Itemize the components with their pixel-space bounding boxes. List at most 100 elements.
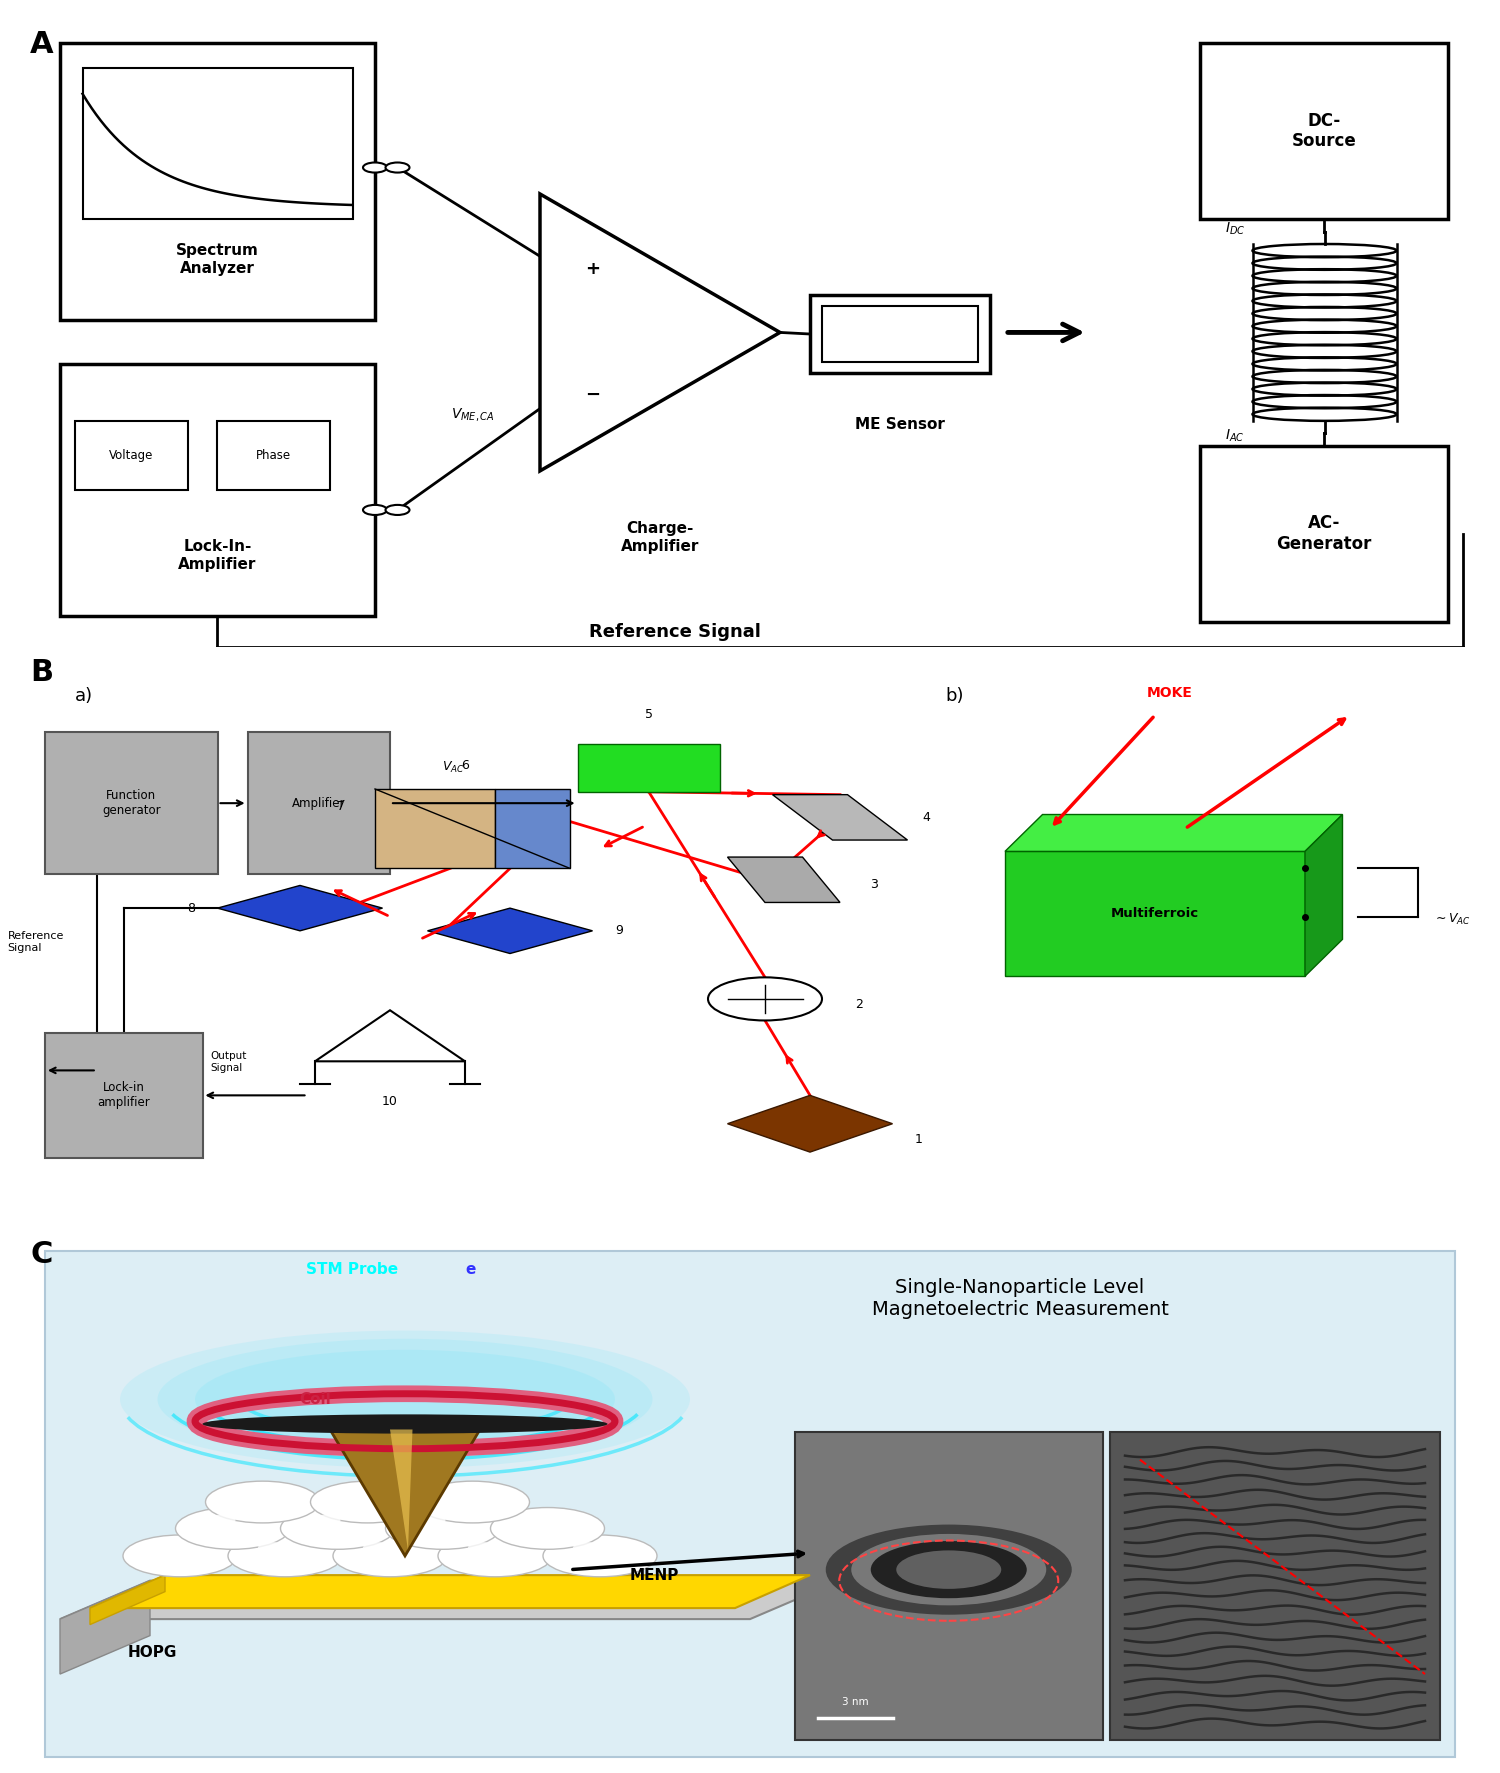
Polygon shape [540, 193, 780, 472]
FancyBboxPatch shape [810, 294, 990, 374]
Text: 10: 10 [382, 1096, 398, 1108]
Text: 3: 3 [870, 878, 877, 892]
Polygon shape [1005, 814, 1342, 851]
Text: Function
generator: Function generator [102, 789, 160, 817]
Circle shape [386, 163, 410, 172]
Circle shape [416, 1480, 530, 1523]
FancyBboxPatch shape [795, 1433, 1102, 1739]
Text: Phase: Phase [256, 449, 291, 461]
Text: 6: 6 [460, 759, 470, 771]
FancyBboxPatch shape [1200, 43, 1448, 220]
Text: b): b) [945, 686, 963, 706]
Text: 7: 7 [338, 800, 345, 812]
Polygon shape [330, 1429, 480, 1557]
Ellipse shape [202, 1415, 608, 1434]
Text: $V_{ME,CA}$: $V_{ME,CA}$ [452, 406, 495, 422]
Text: Coil: Coil [298, 1392, 332, 1406]
Text: Lock-In-
Amplifier: Lock-In- Amplifier [178, 539, 256, 571]
FancyBboxPatch shape [60, 43, 375, 319]
Polygon shape [90, 1574, 810, 1608]
Polygon shape [390, 1429, 412, 1550]
Text: Output
Signal: Output Signal [210, 1051, 246, 1073]
Polygon shape [772, 794, 908, 840]
Polygon shape [375, 789, 495, 869]
Circle shape [123, 1535, 237, 1576]
Circle shape [490, 1507, 604, 1550]
Text: $\sim V_{AC}$: $\sim V_{AC}$ [1432, 911, 1470, 927]
Polygon shape [60, 1582, 840, 1619]
FancyBboxPatch shape [45, 732, 218, 874]
Circle shape [708, 977, 822, 1021]
Text: a): a) [75, 686, 93, 706]
Polygon shape [217, 885, 382, 931]
Circle shape [386, 505, 410, 514]
Text: A: A [30, 30, 54, 59]
Polygon shape [728, 856, 840, 902]
Text: B: B [30, 658, 52, 688]
Circle shape [897, 1550, 1002, 1589]
Ellipse shape [120, 1330, 690, 1468]
Text: 4: 4 [922, 810, 930, 824]
Circle shape [870, 1541, 1026, 1597]
Text: ME Sensor: ME Sensor [855, 417, 945, 433]
Text: 3 nm: 3 nm [842, 1697, 868, 1707]
Text: 5: 5 [645, 707, 652, 722]
Polygon shape [1305, 814, 1342, 977]
Text: Reference
Signal: Reference Signal [8, 931, 64, 952]
Polygon shape [427, 908, 592, 954]
Circle shape [827, 1525, 1071, 1615]
Text: Charge-
Amplifier: Charge- Amplifier [621, 521, 699, 553]
FancyBboxPatch shape [578, 743, 720, 793]
Text: $V_{AC}$: $V_{AC}$ [442, 759, 465, 775]
Text: MENP: MENP [630, 1567, 680, 1583]
FancyBboxPatch shape [45, 1034, 203, 1158]
Text: Single-Nanoparticle Level
Magnetoelectric Measurement: Single-Nanoparticle Level Magnetoelectri… [871, 1278, 1168, 1319]
FancyBboxPatch shape [1110, 1433, 1440, 1739]
Text: MOKE: MOKE [1148, 686, 1192, 700]
Circle shape [363, 505, 387, 514]
Text: HOPG: HOPG [128, 1645, 177, 1660]
FancyBboxPatch shape [1200, 445, 1448, 622]
Text: 9: 9 [615, 924, 622, 938]
Polygon shape [728, 1096, 892, 1152]
Text: STM Probe: STM Probe [306, 1262, 399, 1277]
Circle shape [438, 1535, 552, 1576]
FancyBboxPatch shape [82, 67, 352, 220]
Circle shape [206, 1480, 320, 1523]
FancyBboxPatch shape [822, 307, 978, 362]
Text: 2: 2 [855, 998, 862, 1011]
Text: Spectrum
Analyzer: Spectrum Analyzer [176, 243, 260, 277]
Text: Amplifier: Amplifier [292, 796, 345, 810]
Circle shape [310, 1480, 424, 1523]
Polygon shape [90, 1574, 165, 1624]
Circle shape [446, 1488, 476, 1500]
FancyBboxPatch shape [217, 420, 330, 489]
Text: Voltage: Voltage [110, 449, 153, 461]
Text: Reference Signal: Reference Signal [590, 622, 760, 640]
FancyBboxPatch shape [60, 363, 375, 615]
Circle shape [228, 1535, 342, 1576]
FancyBboxPatch shape [248, 732, 390, 874]
Text: $I_{AC}$: $I_{AC}$ [1226, 427, 1245, 445]
Circle shape [852, 1534, 1047, 1605]
Text: +: + [585, 261, 600, 278]
Circle shape [363, 1543, 393, 1553]
Text: AC-
Generator: AC- Generator [1276, 514, 1371, 553]
Circle shape [468, 1543, 498, 1553]
FancyBboxPatch shape [1005, 851, 1305, 977]
Ellipse shape [158, 1339, 652, 1459]
Text: $I_{DC}$: $I_{DC}$ [1224, 220, 1245, 238]
Circle shape [176, 1507, 290, 1550]
Text: DC-
Source: DC- Source [1292, 112, 1356, 151]
Circle shape [386, 1507, 500, 1550]
Circle shape [280, 1507, 394, 1550]
Circle shape [363, 163, 387, 172]
Circle shape [310, 1514, 340, 1525]
Circle shape [416, 1514, 446, 1525]
Text: e: e [465, 1262, 476, 1277]
Circle shape [520, 1514, 550, 1525]
Polygon shape [495, 789, 570, 869]
Text: −: − [585, 387, 600, 404]
Text: Multiferroic: Multiferroic [1112, 908, 1198, 920]
Text: 8: 8 [188, 902, 195, 915]
